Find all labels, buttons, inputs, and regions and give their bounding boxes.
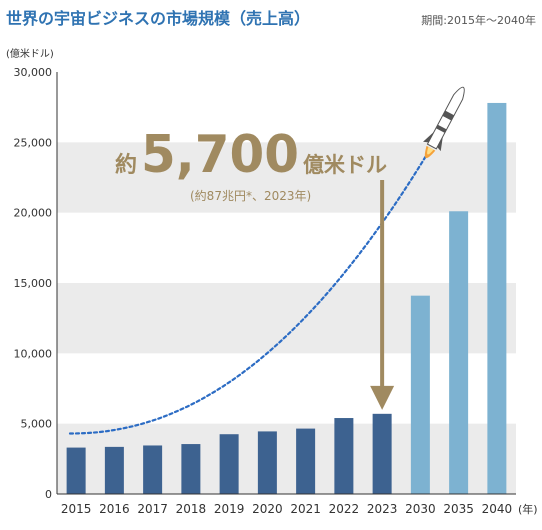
- x-tick-label: 2017: [137, 502, 168, 516]
- y-tick-label: 25,000: [14, 136, 53, 149]
- bar-2030: [410, 295, 430, 494]
- callout-prefix: 約: [115, 152, 137, 178]
- x-tick-label: 2023: [367, 502, 398, 516]
- grid-band: [57, 283, 516, 354]
- bar-2018: [181, 444, 201, 494]
- y-tick-label: 30,000: [14, 66, 53, 79]
- trend-curve: [68, 148, 432, 435]
- callout-value: 5,700: [141, 125, 299, 185]
- x-axis-ticks: 2015 2016 2017 2018 2019 2020 2021 2022 2023 2030…: [61, 502, 538, 516]
- bar-2022: [334, 418, 354, 494]
- y-tick-label: 15,000: [14, 277, 53, 290]
- period-label: 期間:2015年〜2040年: [421, 13, 536, 27]
- x-tick-label: 2022: [329, 502, 360, 516]
- x-tick-label: 2035: [443, 502, 474, 516]
- callout-arrow-head: [370, 385, 395, 410]
- bar-2016: [104, 446, 124, 494]
- callout-arrow: [370, 180, 395, 410]
- x-tick-label: 2015: [61, 502, 92, 516]
- bar-2019: [219, 434, 239, 494]
- grid-band: [57, 423, 516, 494]
- bar-2015: [66, 447, 86, 494]
- grid-bands: [57, 142, 516, 494]
- x-tick-label: 2021: [290, 502, 321, 516]
- rocket-icon: [423, 86, 465, 158]
- x-tick-label: 2016: [99, 502, 130, 516]
- bars: [66, 102, 507, 495]
- bar-2021: [296, 428, 316, 494]
- y-tick-label: 0: [45, 488, 52, 501]
- y-axis-unit: (億米ドル): [6, 47, 54, 60]
- callout-note: (約87兆円*、2023年): [190, 188, 311, 203]
- grid-band: [57, 142, 516, 213]
- x-tick-label: 2020: [252, 502, 283, 516]
- callout: 約 5,700 億米ドル (約87兆円*、2023年): [115, 125, 395, 410]
- y-tick-label: 10,000: [14, 347, 53, 360]
- bar-2017: [143, 445, 163, 494]
- bar-2035: [449, 211, 469, 494]
- y-tick-label: 5,000: [21, 418, 53, 431]
- bar-2040: [487, 102, 507, 495]
- x-tick-label: 2019: [214, 502, 245, 516]
- chart-title: 世界の宇宙ビジネスの市場規模（売上高）: [6, 9, 310, 28]
- x-tick-label: 2030: [405, 502, 436, 516]
- callout-unit: 億米ドル: [303, 153, 387, 177]
- y-axis-ticks: 0 5,000 10,000 15,000 20,000 25,000 30,000: [14, 66, 53, 501]
- bar-2020: [257, 431, 277, 494]
- bar-2023: [372, 413, 392, 494]
- x-tick-label: 2040: [482, 502, 513, 516]
- x-tick-label: 2018: [176, 502, 207, 516]
- x-axis-unit: (年): [518, 502, 538, 516]
- y-tick-label: 20,000: [14, 207, 53, 220]
